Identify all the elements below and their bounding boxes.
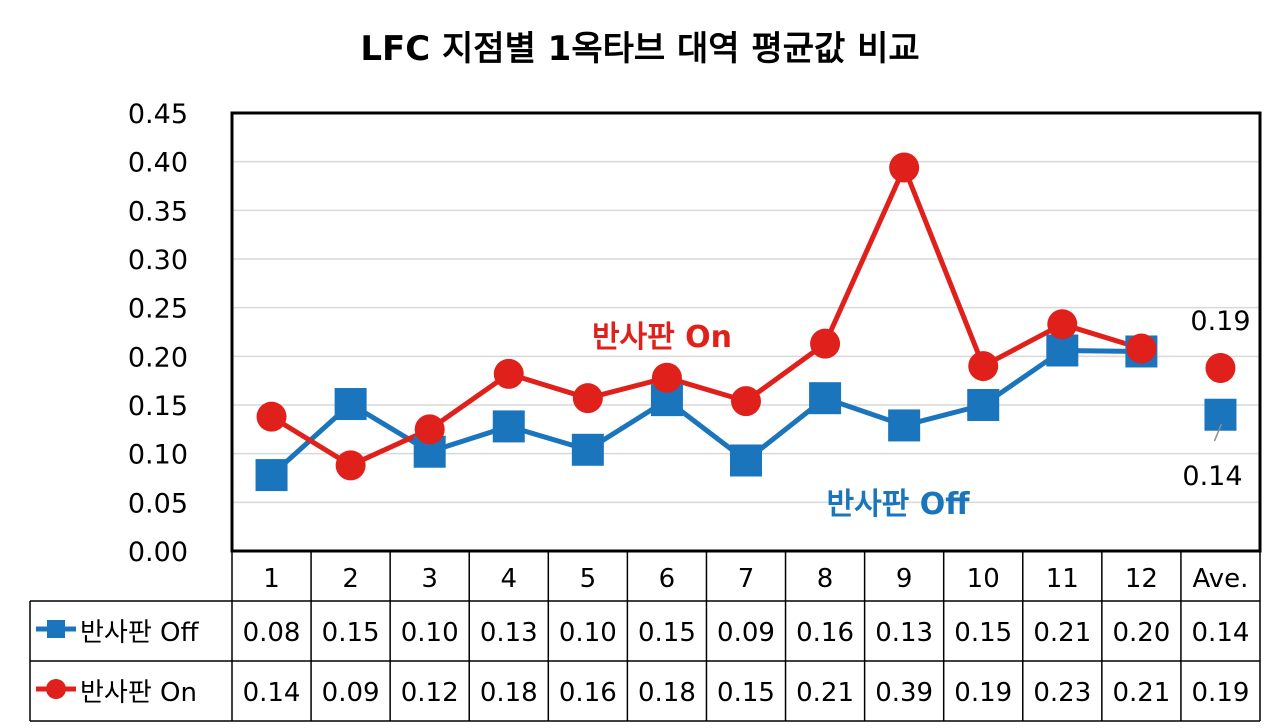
data-point [414, 414, 445, 445]
table-cell: 0.20 [1112, 618, 1170, 648]
plot-border [230, 111, 1262, 553]
data-point [255, 459, 288, 492]
y-tick-label: 0.45 [128, 99, 188, 130]
annotation-label: 반사판 Off [826, 487, 970, 522]
table-cell: 0.21 [1033, 618, 1091, 648]
data-point [256, 401, 287, 432]
plot-area-frame [230, 111, 1262, 553]
data-label-leader [1213, 423, 1223, 442]
table-cell: 0.13 [480, 618, 538, 648]
data-point [809, 382, 842, 415]
data-point [571, 433, 604, 466]
data-point [888, 409, 921, 442]
x-tick-label: 6 [659, 564, 676, 594]
x-tick-label: 1 [263, 564, 280, 594]
table-cell: 0.10 [559, 618, 617, 648]
table-cell: 0.08 [243, 618, 301, 648]
table-cell: 0.18 [480, 678, 538, 708]
table-cell: 0.16 [559, 678, 617, 708]
data-label: 0.19 [1190, 306, 1250, 337]
y-tick-label: 0.05 [128, 488, 188, 519]
data-point [967, 389, 1000, 421]
x-tick-label: 9 [896, 564, 913, 594]
y-tick-label: 0.00 [128, 537, 188, 568]
data-point [492, 410, 525, 443]
series-line [269, 348, 1142, 477]
series-name: 반사판 On [80, 678, 197, 708]
table-cell: 0.15 [638, 618, 696, 648]
data-point [1126, 333, 1157, 364]
table-cell: 0.18 [638, 678, 696, 708]
data-point [731, 386, 761, 417]
table-cell: 0.14 [1192, 618, 1250, 648]
data-point [730, 444, 762, 477]
legend-key-marker [46, 679, 66, 699]
table-cell: 0.09 [322, 678, 380, 708]
table-cell: 0.39 [875, 678, 933, 708]
data-point [1046, 334, 1079, 367]
y-tick-label: 0.35 [128, 196, 188, 227]
data-point [572, 383, 603, 414]
table-cell: 0.15 [954, 618, 1012, 648]
legend-key-marker [47, 620, 65, 638]
data-point [1047, 309, 1078, 340]
table-cell: 0.14 [243, 678, 301, 708]
x-tick-label: 5 [580, 564, 597, 594]
y-tick-label: 0.25 [128, 294, 188, 325]
y-tick-label: 0.20 [128, 342, 188, 373]
x-tick-label: 8 [817, 564, 834, 594]
table-cell: 0.12 [401, 678, 459, 708]
y-tick-label: 0.30 [128, 245, 188, 276]
x-tick-label: 7 [738, 564, 755, 594]
x-tick-label: 11 [1046, 564, 1079, 594]
x-tick-label: 3 [421, 564, 438, 594]
table-cell: 0.15 [322, 618, 380, 648]
annotations: 반사판 On 반사판 Off 0.19 0.14 [592, 306, 1251, 522]
data-point [335, 450, 366, 481]
x-tick-label: Ave. [1193, 564, 1249, 594]
table-cell: 0.19 [1192, 678, 1250, 708]
table-cell: 0.15 [717, 678, 775, 708]
table-cell: 0.23 [1033, 678, 1091, 708]
data-point [651, 362, 682, 393]
table-cell: 0.16 [796, 618, 854, 648]
x-tick-label: 4 [500, 564, 517, 594]
table-cell: 0.10 [401, 618, 459, 648]
y-tick-label: 0.10 [128, 440, 188, 471]
series-line [270, 165, 1143, 468]
series-markers [255, 152, 1237, 492]
data-point [334, 388, 367, 421]
chart-title: LFC 지점별 1옥타브 대역 평균값 비교 [360, 29, 919, 69]
data-point [810, 328, 841, 359]
table-cell: 0.09 [717, 618, 775, 648]
y-tick-label: 0.40 [128, 148, 188, 179]
x-tick-label: 10 [967, 564, 1000, 594]
y-axis-ticks: 0.00 0.05 0.10 0.15 0.20 0.25 0.30 0.35 0.40 0.45 [128, 99, 188, 568]
data-point [889, 152, 920, 183]
data-point [493, 358, 524, 389]
table-cell: 0.21 [1112, 678, 1170, 708]
data-point [968, 351, 999, 382]
x-tick-label: 12 [1125, 564, 1158, 594]
data-table: 1 2 3 4 5 6 7 8 9 10 11 12 Ave.반사판 Off 0.08 0.15 0.10 0.… [29, 551, 1261, 722]
data-label: 0.14 [1182, 461, 1242, 492]
x-tick-label: 2 [342, 564, 359, 594]
table-cell: 0.21 [796, 678, 854, 708]
table-cell: 0.13 [875, 618, 933, 648]
data-point [1205, 353, 1236, 384]
series-name: 반사판 Off [80, 618, 199, 648]
y-tick-label: 0.15 [128, 391, 188, 422]
annotation-label: 반사판 On [592, 320, 732, 355]
table-cell: 0.19 [954, 678, 1012, 708]
